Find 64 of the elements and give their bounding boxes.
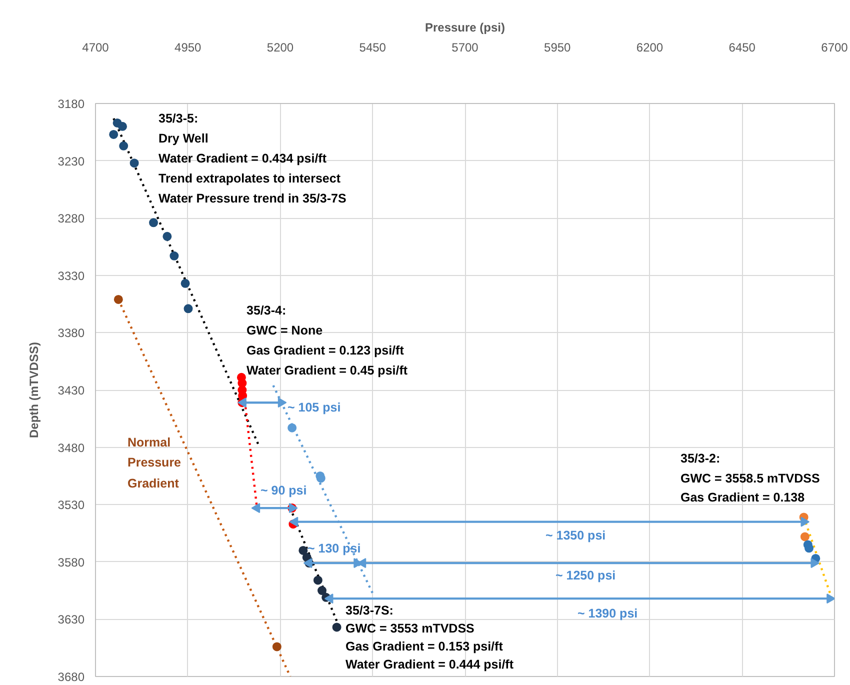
y-tick-label: 3480 xyxy=(58,440,85,455)
annotation: ~ 1250 psi xyxy=(556,568,616,582)
annotation: GWC = 3558.5 mTVDSS xyxy=(680,472,820,486)
annotation: Gas Gradient = 0.138 xyxy=(680,490,805,504)
point xyxy=(298,546,308,555)
annotation: ~ 105 psi xyxy=(288,400,341,414)
annotation: Trend extrapolates to intersect xyxy=(158,172,342,186)
x-axis-title: Pressure (psi) xyxy=(424,20,506,34)
annotation: Water Gradient = 0.444 psi/ft xyxy=(346,658,514,672)
annotation: Pressure xyxy=(128,456,182,470)
point xyxy=(170,251,179,260)
point xyxy=(118,122,127,131)
point xyxy=(162,232,172,241)
y-tick-label: 3380 xyxy=(58,326,85,340)
y-tick-label: 3180 xyxy=(58,97,85,111)
annotation: 35/3-2: xyxy=(680,452,720,466)
point xyxy=(800,532,810,542)
point xyxy=(184,304,193,314)
annotation: 35/3-4: xyxy=(246,304,286,318)
point xyxy=(288,423,297,432)
annotation: ~ 1350 psi xyxy=(546,528,606,542)
annotation: GWC = 3553 mTVDSS xyxy=(346,622,474,636)
annotation: Water Gradient = 0.45 psi/ft xyxy=(246,364,408,378)
annotation: GWC = None xyxy=(246,324,323,338)
point xyxy=(114,294,123,304)
point xyxy=(318,586,327,596)
annotation: Dry Well xyxy=(158,132,208,146)
point xyxy=(130,158,139,168)
annotation: ~ 1390 psi xyxy=(578,606,638,620)
y-tick-label: 3330 xyxy=(58,268,85,283)
annotation: ~ 130 psi xyxy=(308,542,361,556)
annotation: Water Gradient = 0.434 psi/ft xyxy=(158,152,328,166)
point xyxy=(332,622,342,632)
y-tick-label: 3530 xyxy=(58,498,85,512)
y-tick-label: 3230 xyxy=(58,154,85,168)
x-tick-label: 5450 xyxy=(359,40,386,54)
y-axis-title: Depth (mTVDSS) xyxy=(26,342,41,438)
x-tick-label: 6450 xyxy=(728,40,756,54)
annotation: Gas Gradient = 0.123 psi/ft xyxy=(246,344,405,358)
annotation: Normal xyxy=(128,436,171,450)
x-tick-label: 5700 xyxy=(452,40,479,54)
point xyxy=(180,278,190,288)
point xyxy=(149,218,158,228)
x-tick-label: 5200 xyxy=(266,40,294,54)
y-tick-label: 3630 xyxy=(58,612,85,627)
x-tick-label: 6200 xyxy=(636,40,664,54)
point xyxy=(272,642,282,652)
annotation: 35/3-7S: xyxy=(346,604,394,618)
point xyxy=(313,576,322,585)
x-tick-label: 4700 xyxy=(82,40,110,54)
y-tick-label: 3680 xyxy=(58,670,85,684)
x-tick-label: 6700 xyxy=(821,40,848,54)
y-tick-label: 3580 xyxy=(58,555,85,570)
y-tick-label: 3430 xyxy=(58,384,85,398)
point xyxy=(109,130,118,139)
point xyxy=(119,141,128,150)
annotation: ~ 90 psi xyxy=(260,484,307,498)
annotation: Gas Gradient = 0.153 psi/ft xyxy=(346,640,504,654)
x-tick-label: 4950 xyxy=(174,40,202,54)
x-tick-label: 5950 xyxy=(544,40,572,54)
annotation: Water Pressure trend in 35/3-7S xyxy=(158,192,346,206)
annotation: Gradient xyxy=(128,476,180,490)
y-tick-label: 3280 xyxy=(58,212,85,226)
annotation: 35/3-5: xyxy=(158,112,198,126)
